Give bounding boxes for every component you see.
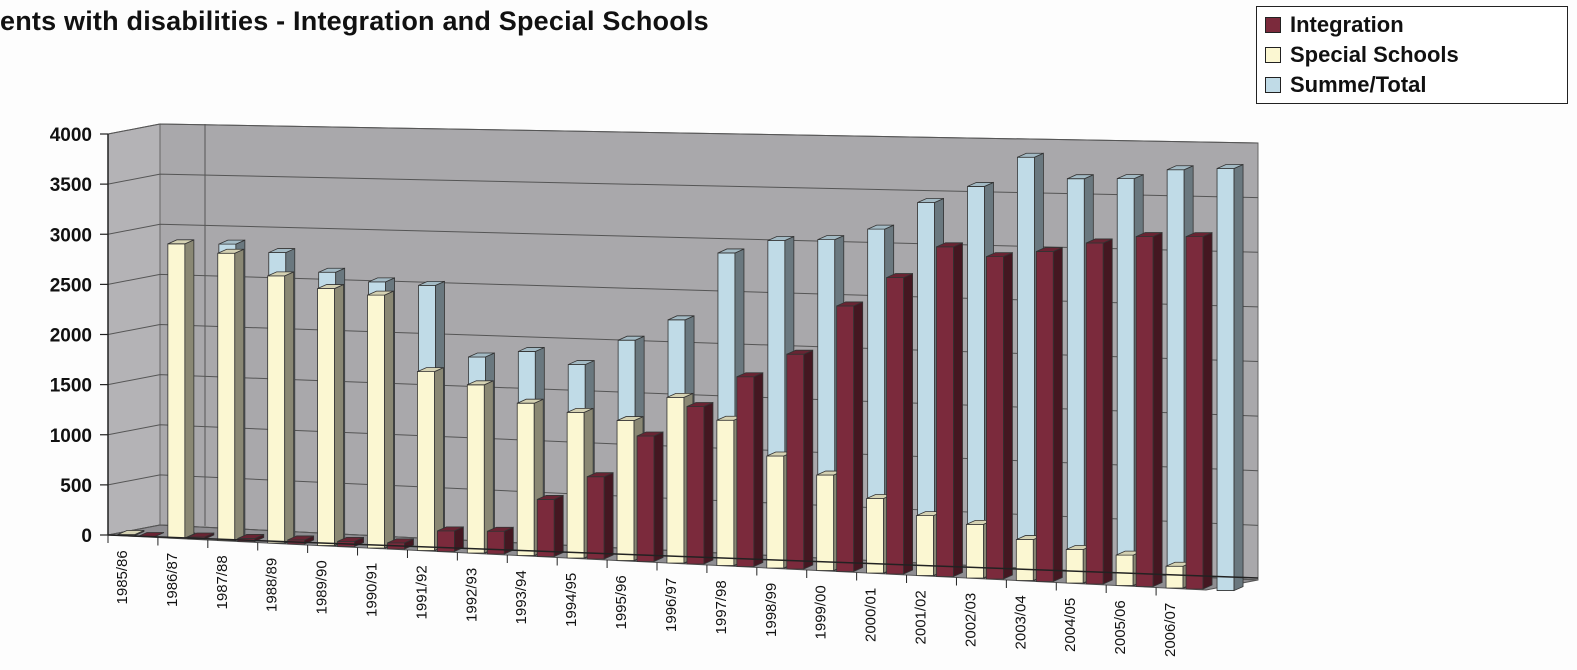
- x-tick-label-1992-93: 1992/93: [463, 568, 480, 622]
- x-tick-label-2001-02: 2001/02: [913, 590, 930, 644]
- x-tick-label-1997-98: 1997/98: [713, 580, 730, 634]
- x-tick-label-2003-04: 2003/04: [1012, 595, 1029, 649]
- x-tick-label-1999-00: 1999/00: [813, 585, 830, 639]
- legend: Integration Special Schools Summe/Total: [1256, 6, 1568, 104]
- x-tick-label-2004-05: 2004/05: [1062, 598, 1079, 652]
- x-tick-label-1986-87: 1986/87: [164, 553, 181, 607]
- bar-integration-2002-03: [986, 252, 1013, 580]
- bar-integration-2006-07: [1185, 232, 1213, 590]
- bar-integration-2003-04: [1035, 246, 1063, 583]
- bar-integration-1995-96: [636, 431, 664, 563]
- legend-label-total: Summe/Total: [1290, 72, 1427, 97]
- x-tick-label-2005-06: 2005/06: [1112, 600, 1129, 654]
- bar-special-schools-1991-92: [417, 367, 444, 552]
- x-tick-label-1987-88: 1987/88: [214, 555, 231, 609]
- bar-special-schools-2002-03: [966, 519, 993, 579]
- bar-integration-1996-97: [686, 401, 714, 565]
- bars: [117, 152, 1244, 592]
- x-tick-labels: 1985/86 1986/87 1987/88 1988/89 1989/90 1990/…: [114, 550, 1179, 657]
- y-tick-label-500: 500: [60, 476, 92, 497]
- y-tick-labels: 0 500 1000 1500 2000 2500 3000 3500 4000: [50, 125, 92, 547]
- x-tick-label-1990-91: 1990/91: [364, 563, 381, 617]
- x-tick-label-1994-95: 1994/95: [563, 573, 580, 627]
- bar-special-schools-1990-91: [367, 290, 394, 549]
- bar-summe-total-2006-07: [1216, 163, 1244, 592]
- bar-integration-1993-94: [536, 494, 564, 558]
- x-tick-label-1988-89: 1988/89: [264, 558, 281, 612]
- x-tick-label-1991-92: 1991/92: [413, 565, 430, 619]
- legend-swatch-special-schools: [1265, 47, 1281, 63]
- legend-label-special-schools: Special Schools: [1290, 42, 1459, 67]
- bar-integration-2000-01: [886, 272, 913, 575]
- legend-swatch-integration: [1265, 17, 1281, 33]
- y-tick-label-0: 0: [81, 526, 92, 547]
- x-tick-label-1985-86: 1985/86: [114, 550, 131, 604]
- x-tick-label-2006-07: 2006/07: [1162, 603, 1179, 657]
- bar-integration-2005-06: [1135, 231, 1163, 588]
- x-tick-label-1996-97: 1996/97: [663, 578, 680, 632]
- bar-integration-1997-98: [736, 372, 764, 568]
- bar-special-schools-1987-88: [217, 248, 245, 542]
- bar-special-schools-1986-87: [167, 239, 195, 539]
- bar-integration-2001-02: [936, 242, 963, 578]
- bar-integration-1998-99: [786, 349, 814, 570]
- y-tick-label-3000: 3000: [50, 225, 92, 246]
- legend-swatch-total: [1265, 77, 1281, 93]
- legend-entry-special-schools: Special Schools: [1265, 40, 1559, 70]
- x-tick-label-2000-01: 2000/01: [863, 588, 880, 642]
- y-tick-label-2500: 2500: [50, 275, 92, 296]
- legend-entry-total: Summe/Total: [1265, 70, 1559, 100]
- bar-integration-1992-93: [486, 526, 514, 555]
- legend-label-integration: Integration: [1290, 12, 1404, 37]
- bar-integration-2004-05: [1085, 238, 1113, 585]
- gridline-4000: [107, 123, 1259, 144]
- y-tick-label-4000: 4000: [50, 125, 92, 146]
- axes: [100, 133, 1259, 596]
- bar-integration-1994-95: [586, 472, 614, 560]
- y-tick-label-2000: 2000: [50, 326, 92, 347]
- chart-title: ents with disabilities - Integration and…: [0, 6, 709, 36]
- y-tick-label-1500: 1500: [50, 376, 92, 397]
- x-tick-label-1998-99: 1998/99: [763, 583, 780, 637]
- x-tick-label-1995-96: 1995/96: [613, 575, 630, 629]
- x-axis-line: [107, 534, 1259, 579]
- x-tick-label-1993-94: 1993/94: [513, 570, 530, 624]
- x-tick-label-2002-03: 2002/03: [962, 593, 979, 647]
- bar-special-schools-1992-93: [466, 380, 494, 554]
- x-tick-label-1989-90: 1989/90: [314, 560, 331, 614]
- legend-entry-integration: Integration: [1265, 10, 1559, 40]
- bar-special-schools-1988-89: [267, 271, 295, 544]
- bar-integration-1991-92: [437, 526, 464, 553]
- y-tick-label-3500: 3500: [50, 175, 92, 196]
- bar-integration-1999-00: [836, 301, 864, 573]
- y-tick-label-1000: 1000: [50, 426, 92, 447]
- gridline-3500: [107, 173, 1259, 199]
- bar-special-schools-1989-90: [317, 283, 344, 547]
